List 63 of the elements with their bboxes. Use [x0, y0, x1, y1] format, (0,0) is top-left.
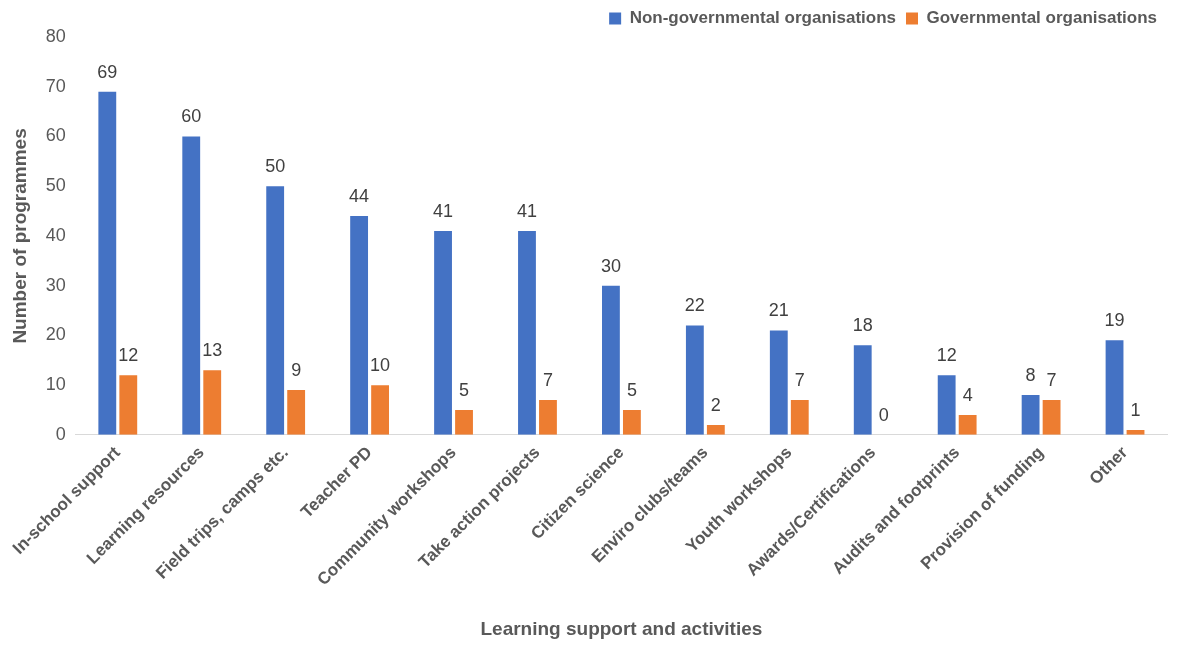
data-label: 21	[768, 300, 789, 321]
bar	[434, 230, 452, 435]
y-tick-label: 60	[45, 125, 66, 146]
data-label: 13	[202, 340, 223, 361]
data-label: 7	[794, 370, 805, 391]
bar	[706, 424, 725, 435]
bar	[958, 414, 977, 435]
data-label: 30	[600, 255, 621, 276]
data-label: 41	[516, 200, 537, 221]
legend-label: Governmental organisations	[926, 8, 1157, 28]
legend-label: Non-governmental organisations	[629, 8, 897, 28]
y-tick-label: 20	[45, 324, 66, 345]
data-label: 5	[459, 379, 470, 400]
data-label: 0	[878, 404, 889, 425]
bar	[622, 410, 641, 435]
data-label: 7	[542, 370, 553, 391]
data-label: 18	[852, 315, 873, 336]
bar	[203, 370, 222, 435]
y-axis-title: Number of programmes	[8, 128, 30, 344]
x-axis-title: Learning support and activities	[480, 617, 763, 639]
y-tick-label: 40	[45, 224, 66, 245]
bar	[1042, 400, 1061, 435]
bar	[287, 390, 306, 435]
y-tick-label: 0	[55, 423, 66, 444]
data-label: 7	[1046, 370, 1057, 391]
bar	[98, 91, 117, 435]
bar	[937, 375, 956, 435]
data-label: 44	[349, 186, 370, 207]
data-label: 2	[710, 394, 721, 415]
bar	[1021, 395, 1040, 435]
bar	[371, 385, 390, 435]
data-label: 12	[118, 345, 139, 366]
data-label: 69	[97, 61, 118, 82]
data-label: 9	[291, 360, 302, 381]
data-label: 50	[265, 156, 286, 177]
bar	[266, 186, 285, 435]
data-label: 5	[626, 379, 637, 400]
y-tick-label: 80	[45, 25, 66, 46]
data-label: 1	[1130, 399, 1141, 420]
data-label: 60	[181, 106, 202, 127]
data-label: 8	[1025, 365, 1036, 386]
bar	[1105, 340, 1124, 435]
data-label: 22	[684, 295, 705, 316]
bar	[539, 400, 557, 435]
data-label: 41	[433, 200, 454, 221]
bar	[685, 325, 704, 435]
bar	[769, 330, 788, 435]
bar	[119, 375, 138, 435]
bar	[790, 400, 809, 435]
y-tick-label: 50	[45, 175, 66, 196]
bar	[853, 345, 872, 435]
y-tick-label: 30	[45, 274, 66, 295]
data-label: 4	[962, 384, 973, 405]
bar	[182, 136, 201, 435]
bar	[350, 216, 369, 435]
bar	[602, 285, 620, 435]
y-tick-label: 70	[45, 75, 66, 96]
data-label: 12	[936, 345, 957, 366]
y-tick-label: 10	[45, 374, 66, 395]
data-label: 19	[1104, 310, 1125, 331]
bar	[518, 230, 536, 435]
bar	[455, 410, 473, 435]
data-label: 10	[370, 355, 391, 376]
